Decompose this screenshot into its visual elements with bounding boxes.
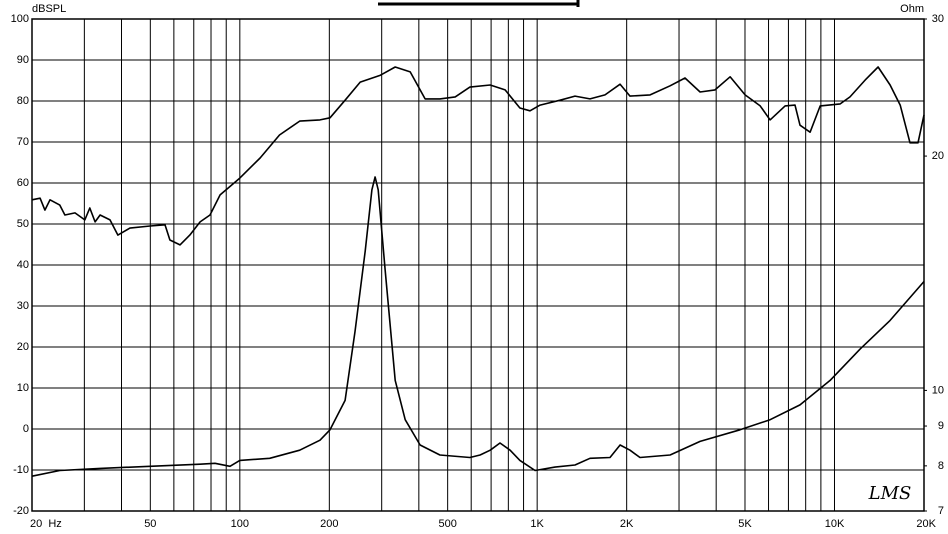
y-tick-label: 60 <box>17 177 29 189</box>
x-tick-label: 10K <box>825 518 845 530</box>
y2-tick-label: 9 <box>938 420 944 432</box>
y-tick-label: 100 <box>11 13 29 25</box>
y2-axis-title: Ohm <box>900 3 924 15</box>
y-tick-label: 80 <box>17 95 29 107</box>
y-tick-label: 40 <box>17 259 29 271</box>
x-tick-label: 1K <box>530 518 544 530</box>
x-tick-label: 100 <box>231 518 249 530</box>
y-tick-label: 50 <box>17 218 29 230</box>
y-tick-label: -10 <box>13 464 29 476</box>
logo: LMS <box>868 483 912 504</box>
y-tick-label: 0 <box>23 423 29 435</box>
y-axis-title: dBSPL <box>32 3 66 15</box>
y-tick-label: 10 <box>17 382 29 394</box>
x-tick-label: 50 <box>144 518 156 530</box>
x-tick-label: 500 <box>438 518 456 530</box>
y-tick-label: 20 <box>17 341 29 353</box>
y2-tick-label: 7 <box>938 505 944 517</box>
y-tick-label: 70 <box>17 136 29 148</box>
x-tick-label: 20K <box>916 518 936 530</box>
y2-tick-label: 8 <box>938 460 944 472</box>
x-tick-label: 20 Hz <box>30 518 62 530</box>
x-tick-label: 2K <box>620 518 634 530</box>
y-tick-label: -20 <box>13 505 29 517</box>
y-tick-label: 90 <box>17 54 29 66</box>
x-tick-label: 200 <box>320 518 338 530</box>
y-tick-label: 30 <box>17 300 29 312</box>
y2-tick-label: 10 <box>932 384 944 396</box>
impedance-curve <box>31 176 925 477</box>
y2-tick-label: 30 <box>932 13 944 25</box>
spl-curve <box>31 66 925 246</box>
x-tick-label: 5K <box>738 518 752 530</box>
y2-tick-label: 20 <box>932 150 944 162</box>
